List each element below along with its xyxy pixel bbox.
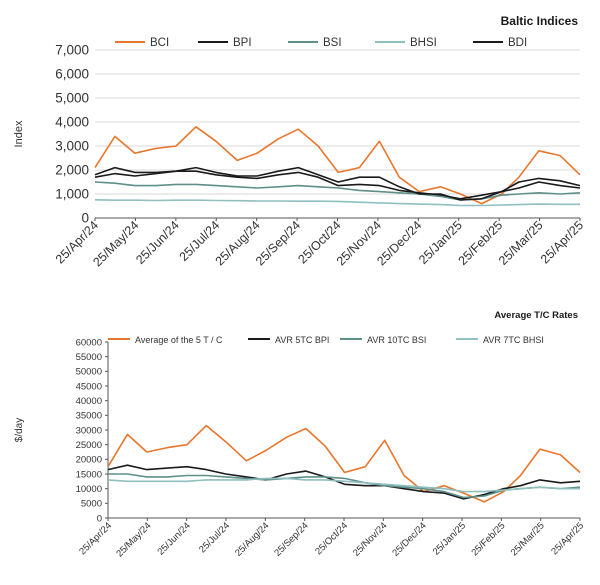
chart2-x-tick-label: 25/Oct/24	[313, 520, 350, 557]
chart1-legend-label-bsi: BSI	[323, 37, 342, 49]
chart2-legend-label-average-of-the-5-t-c: Average of the 5 T / C	[135, 335, 223, 345]
chart1-legend-label-bci: BCI	[150, 37, 169, 49]
chart2-y-tick-label: 10000	[76, 484, 102, 495]
chart1-y-tick-label: 5,000	[55, 91, 89, 106]
chart1-ylabel: Index	[13, 120, 25, 147]
chart1-y-tick-label: 1,000	[55, 187, 89, 202]
chart1-x-tick-label: 25/Apr/25	[538, 218, 586, 266]
chart2-legend-label-avr-5tc-bpi: AVR 5TC BPI	[275, 335, 329, 345]
chart2-x-tick-label: 25/Sep/24	[272, 520, 310, 558]
chart2-series-line-avr-7tc-bhsi	[107, 477, 580, 493]
chart1-x-tick-label: 25/Jun/24	[133, 218, 182, 267]
chart1-title: Baltic Indices	[501, 14, 579, 28]
chart2-x-tick-label: 25/Feb/25	[469, 520, 507, 558]
chart2-x-tick-label: 25/May/24	[114, 520, 153, 559]
chart2-y-tick-label: 35000	[76, 411, 102, 422]
chart1-y-tick-label: 4,000	[55, 115, 89, 130]
chart2-legend-label-avr-7tc-bhsi: AVR 7TC BHSI	[483, 335, 544, 345]
chart2-x-tick-label: 25/Jan/25	[431, 520, 468, 557]
chart1-y-tick-label: 2,000	[55, 163, 89, 178]
chart2-series-line-avr-5tc-bpi	[107, 464, 581, 500]
chart2-x-tick-label: 25/Apr/24	[77, 520, 114, 557]
chart1-legend-label-bdi: BDI	[508, 37, 527, 49]
chart1-baltic-indices: 0 1,000 2,000 3,000 4,000 5,000 6,000 7,000 25/A…	[53, 37, 586, 269]
chart2-y-tick-label: 50000	[76, 367, 102, 378]
chart2-y-tick-label: 25000	[76, 440, 102, 451]
chart2-y-tick-label: 20000	[76, 455, 102, 466]
chart2-x-tick-label: 25/Dec/24	[390, 520, 428, 558]
chart2-y-tick-label: 0	[97, 513, 102, 524]
chart2-y-tick-label: 5000	[81, 499, 102, 510]
chart2-x-tick-label: 25/Jul/24	[197, 520, 232, 555]
chart1-y-tick-label: 3,000	[55, 139, 89, 154]
chart2-legend-label-avr-10tc-bsi: AVR 10TC BSI	[367, 335, 426, 345]
chart1-x-tick-label: 25/Dec/24	[374, 218, 424, 268]
chart2-x-tick-label: 25/Jun/24	[155, 520, 192, 557]
chart1-series-line-bci	[94, 126, 581, 205]
chart1-legend-label-bpi: BPI	[233, 37, 252, 49]
chart1-x-tick-label: 25/Mar/25	[496, 218, 546, 268]
chart2-x-tick-label: 25/Nov/24	[351, 520, 389, 558]
chart1-x-tick-label: 25/Sep/24	[253, 218, 303, 268]
chart2-series-line-average-of-the-5-t-c	[107, 424, 581, 503]
chart2-y-tick-label: 30000	[76, 425, 102, 436]
chart1-y-tick-label: 6,000	[55, 67, 89, 82]
chart2-y-tick-label: 40000	[76, 396, 102, 407]
chart2-y-tick-label: 55000	[76, 352, 102, 363]
chart2-x-tick-label: 25/Aug/24	[233, 520, 271, 558]
chart1-y-tick-label: 7,000	[55, 43, 89, 58]
chart2-x-tick-label: 25/Apr/25	[549, 520, 586, 557]
chart1-y-tick-label: 0	[81, 211, 89, 226]
chart1-series-line-bdi	[94, 166, 581, 201]
chart2-y-tick-label: 15000	[76, 469, 102, 480]
chart2-ylabel: $/day	[14, 418, 25, 442]
chart2-average-tc-rates: 0 5000 10000 15000 20000 25000 30000 35000 40000…	[76, 335, 587, 559]
chart1-series-line-bhsi	[94, 199, 580, 207]
chart1-legend-label-bhsi: BHSI	[410, 37, 437, 49]
chart2-title: Average T/C Rates	[494, 310, 578, 321]
chart1-series-line-bsi	[94, 181, 581, 201]
chart2-y-tick-label: 45000	[76, 381, 102, 392]
chart2-x-tick-label: 25/Mar/25	[509, 520, 547, 558]
chart2-y-tick-label: 60000	[76, 337, 102, 348]
